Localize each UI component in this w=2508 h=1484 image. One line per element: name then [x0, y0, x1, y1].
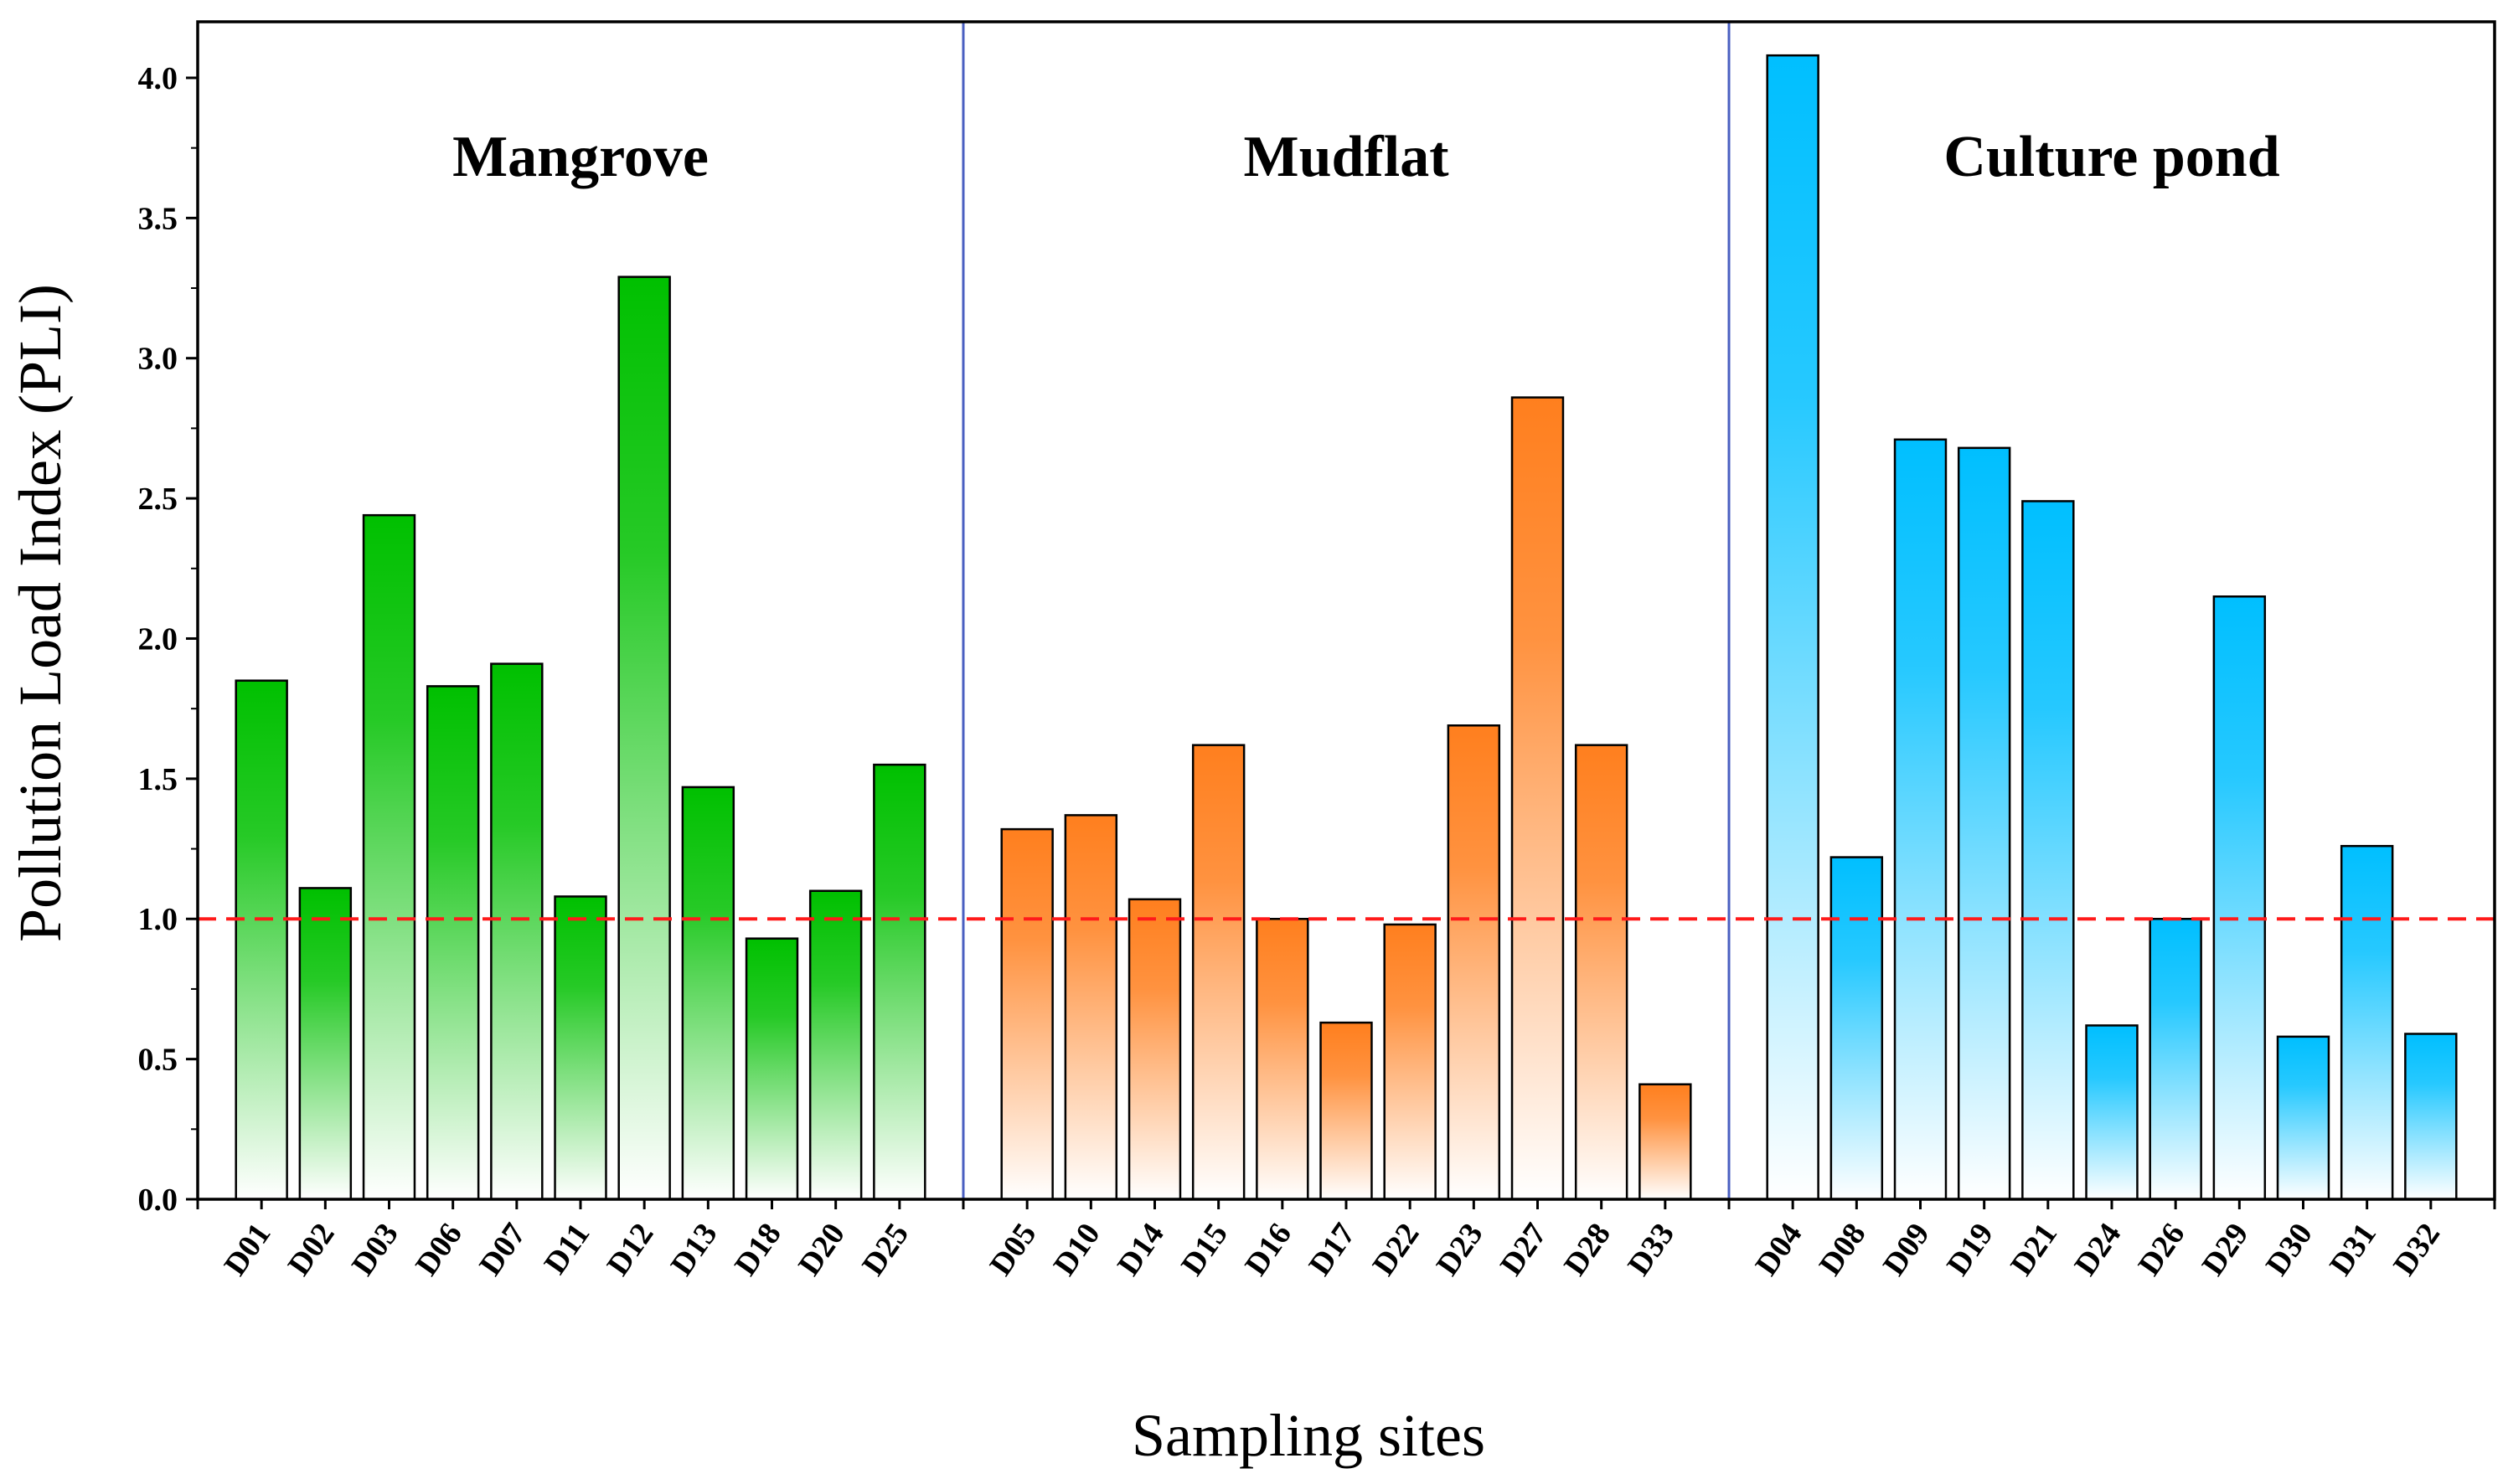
x-axis-title: Sampling sites	[1132, 1402, 1485, 1469]
y-tick-label: 2.5	[138, 482, 178, 517]
x-tick-label: D16	[1238, 1217, 1298, 1282]
bar-d06	[426, 685, 480, 1201]
bar-d27	[1510, 396, 1565, 1201]
y-tick-label: 4.0	[138, 61, 178, 96]
x-tick-label: D23	[1430, 1217, 1490, 1282]
bar-d25	[873, 763, 926, 1201]
x-tick-label: D22	[1366, 1217, 1427, 1282]
x-tick-label: D33	[1621, 1217, 1681, 1282]
x-tick-label: D14	[1111, 1217, 1171, 1282]
x-tick-label: D04	[1749, 1217, 1809, 1282]
bars-layer	[235, 54, 2458, 1201]
x-tick-label: D28	[1557, 1217, 1618, 1282]
bar-d14	[1128, 898, 1182, 1201]
bar-d26	[2149, 917, 2202, 1201]
group-label-mangrove: Mangrove	[452, 125, 709, 189]
group-label-mudflat: Mudflat	[1244, 125, 1449, 189]
bar-d10	[1064, 814, 1118, 1201]
bar-d23	[1447, 724, 1501, 1201]
bar-d18	[745, 937, 799, 1201]
bar-d24	[2085, 1024, 2139, 1201]
bar-d29	[2212, 595, 2267, 1201]
y-tick-label: 0.5	[138, 1043, 178, 1078]
x-tick-label: D09	[1876, 1217, 1937, 1282]
x-tick-label: D17	[1302, 1217, 1362, 1282]
bar-d03	[362, 513, 416, 1201]
x-tick-label: D08	[1813, 1217, 1873, 1282]
x-tick-label: D30	[2259, 1217, 2320, 1282]
x-tick-label: D25	[855, 1217, 916, 1282]
y-tick-label: 1.5	[138, 762, 178, 797]
x-tick-label: D19	[1940, 1217, 2000, 1282]
x-tick-label: D05	[983, 1217, 1044, 1282]
x-tick-label: D31	[2323, 1217, 2383, 1282]
x-tick-label: D03	[345, 1217, 405, 1282]
bar-d17	[1319, 1021, 1373, 1201]
x-tick-label: D13	[664, 1217, 725, 1282]
x-tick-label: D29	[2196, 1217, 2256, 1282]
x-tick-label: D07	[472, 1217, 533, 1282]
bar-d31	[2340, 844, 2394, 1201]
x-tick-label: D26	[2132, 1217, 2192, 1282]
x-tick-label: D21	[2004, 1217, 2064, 1282]
bar-d21	[2021, 500, 2075, 1201]
bar-d32	[2404, 1033, 2458, 1201]
bar-d30	[2276, 1035, 2330, 1201]
x-tick-label: D18	[728, 1217, 788, 1282]
x-tick-label: D15	[1174, 1217, 1235, 1282]
x-tick-label: D20	[792, 1217, 852, 1282]
bar-d16	[1256, 917, 1309, 1201]
bar-d08	[1829, 856, 1884, 1201]
bar-d15	[1191, 744, 1246, 1201]
bar-d05	[1000, 827, 1054, 1201]
x-tick-label: D02	[281, 1217, 342, 1282]
x-tick-label: D11	[538, 1217, 597, 1280]
bar-d13	[681, 786, 735, 1201]
y-tick-label: 1.0	[138, 902, 178, 937]
x-tick-label: D27	[1494, 1217, 1554, 1282]
y-tick-label: 2.0	[138, 621, 178, 657]
bar-d33	[1638, 1083, 1692, 1201]
y-tick-label: 3.5	[138, 201, 178, 236]
y-tick-label: 3.0	[138, 342, 178, 377]
bar-d02	[298, 887, 353, 1201]
x-tick-label: D24	[2067, 1217, 2128, 1282]
x-tick-label: D12	[601, 1217, 661, 1282]
group-label-culture-pond: Culture pond	[1943, 125, 2279, 189]
x-tick-label: D10	[1047, 1217, 1107, 1282]
bar-d07	[490, 662, 544, 1201]
bar-d12	[617, 276, 671, 1201]
plot-frame	[196, 20, 2496, 1201]
bar-d28	[1574, 744, 1628, 1201]
y-tick-label: 0.0	[138, 1183, 178, 1218]
x-tick-label: D01	[218, 1217, 278, 1282]
y-axis-title: Pollution Load Index (PLI)	[7, 284, 74, 942]
bar-d04	[1766, 54, 1819, 1201]
bar-d11	[554, 895, 607, 1201]
x-tick-label: D32	[2387, 1217, 2447, 1282]
bar-d19	[1957, 446, 2011, 1201]
bar-d01	[235, 679, 288, 1201]
x-tick-label: D06	[409, 1217, 469, 1282]
bar-d09	[1893, 438, 1948, 1201]
bar-d22	[1383, 923, 1437, 1201]
bar-d20	[808, 889, 863, 1201]
